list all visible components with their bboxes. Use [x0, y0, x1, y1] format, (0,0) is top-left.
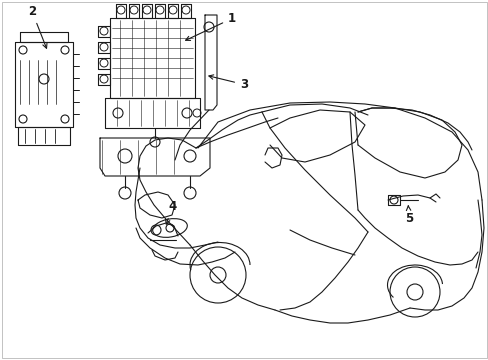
Text: 3: 3	[208, 75, 247, 91]
Text: 1: 1	[185, 12, 236, 40]
Text: 5: 5	[404, 206, 412, 225]
Text: 4: 4	[165, 200, 176, 224]
Text: 2: 2	[28, 5, 47, 48]
